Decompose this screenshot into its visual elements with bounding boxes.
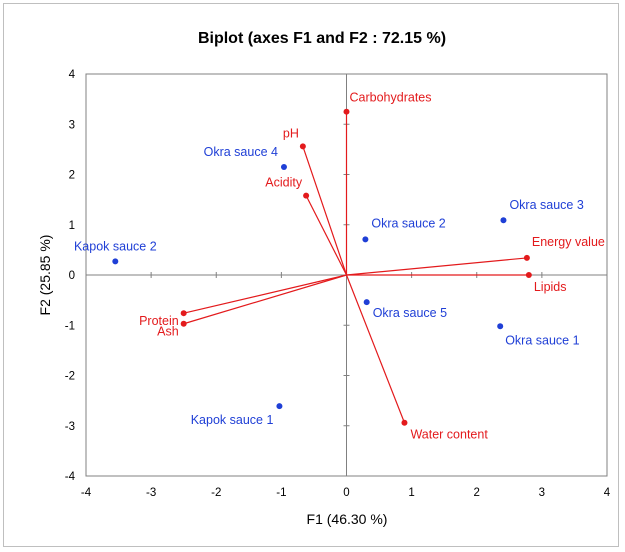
y-tick-label: 4 bbox=[69, 69, 76, 81]
observation-point bbox=[280, 163, 287, 170]
variable-vector-point bbox=[525, 272, 532, 278]
y-axis-title: F2 (25.85 %) bbox=[37, 235, 53, 316]
variable-vector-line bbox=[302, 146, 348, 276]
y-tick-label: -4 bbox=[65, 471, 76, 483]
variable-vectors: Carbohydrates pH Acidity Energy value Lipids… bbox=[139, 91, 605, 442]
chart-frame: Biplot (axes F1 and F2 : 72.15 %) -4 -3 -2… bbox=[3, 3, 619, 547]
observation-point bbox=[112, 258, 119, 265]
observation-point bbox=[362, 236, 369, 243]
observation-label: Kapok sauce 1 bbox=[191, 413, 274, 427]
x-tick-label: 3 bbox=[539, 487, 545, 499]
y-tick-label: -2 bbox=[65, 371, 75, 383]
variable-vector-point bbox=[343, 108, 350, 115]
variable-label: Carbohydrates bbox=[350, 91, 432, 105]
variable-label: Energy value bbox=[532, 235, 605, 249]
variable-vector-point bbox=[303, 192, 310, 199]
variable-vector-point bbox=[180, 320, 187, 327]
x-tick-label: -1 bbox=[276, 487, 286, 499]
variable-vector-point bbox=[299, 143, 306, 150]
y-tick-label: 2 bbox=[69, 170, 75, 182]
observation-label: Okra sauce 5 bbox=[373, 306, 447, 320]
variable-label: Protein bbox=[139, 314, 179, 328]
observation-label: Kapok sauce 2 bbox=[74, 239, 157, 253]
x-axis-title: F1 (46.30 %) bbox=[307, 511, 388, 527]
x-tick-label: 1 bbox=[408, 487, 414, 499]
variable-vector-line bbox=[346, 257, 527, 276]
observation-point bbox=[363, 299, 370, 306]
observation-label: Okra sauce 1 bbox=[505, 333, 579, 347]
variable-label: Acidity bbox=[265, 176, 303, 190]
x-tick-label: 4 bbox=[604, 487, 611, 499]
variable-vector-point bbox=[180, 310, 187, 317]
observation-label: Okra sauce 3 bbox=[509, 198, 583, 212]
variable-label: Lipids bbox=[534, 280, 567, 294]
y-tick-label: 1 bbox=[69, 220, 75, 232]
x-tick-label: -2 bbox=[211, 487, 221, 499]
x-tick-label: 2 bbox=[474, 487, 480, 499]
variable-vector-line bbox=[345, 274, 406, 423]
variable-vector-line bbox=[183, 274, 347, 325]
x-tick-label: -4 bbox=[81, 487, 92, 499]
x-tick-label: 0 bbox=[343, 487, 349, 499]
variable-vector-line bbox=[183, 274, 347, 314]
variable-label: Ash bbox=[157, 325, 179, 339]
biplot-chart: Biplot (axes F1 and F2 : 72.15 %) -4 -3 -2… bbox=[37, 30, 611, 527]
y-tick-label: -1 bbox=[65, 320, 75, 332]
observation-label: Okra sauce 2 bbox=[371, 216, 445, 230]
observation-point bbox=[500, 217, 507, 224]
variable-vector-point bbox=[401, 419, 408, 426]
variable-label: Water content bbox=[410, 428, 488, 442]
x-tick-label: -3 bbox=[146, 487, 156, 499]
y-tick-label: 0 bbox=[69, 270, 75, 282]
observation-points: Okra sauce 1 Okra sauce 2 Okra sauce 3 Okra… bbox=[74, 145, 584, 427]
chart-title: Biplot (axes F1 and F2 : 72.15 %) bbox=[198, 30, 446, 47]
observation-point bbox=[497, 323, 504, 330]
variable-label: pH bbox=[283, 126, 299, 140]
variable-vector-point bbox=[523, 254, 530, 261]
y-tick-label: 3 bbox=[69, 119, 75, 131]
observation-label: Okra sauce 4 bbox=[204, 145, 278, 159]
y-tick-label: -3 bbox=[65, 421, 75, 433]
variable-vector-line bbox=[305, 195, 348, 276]
observation-point bbox=[276, 403, 283, 410]
